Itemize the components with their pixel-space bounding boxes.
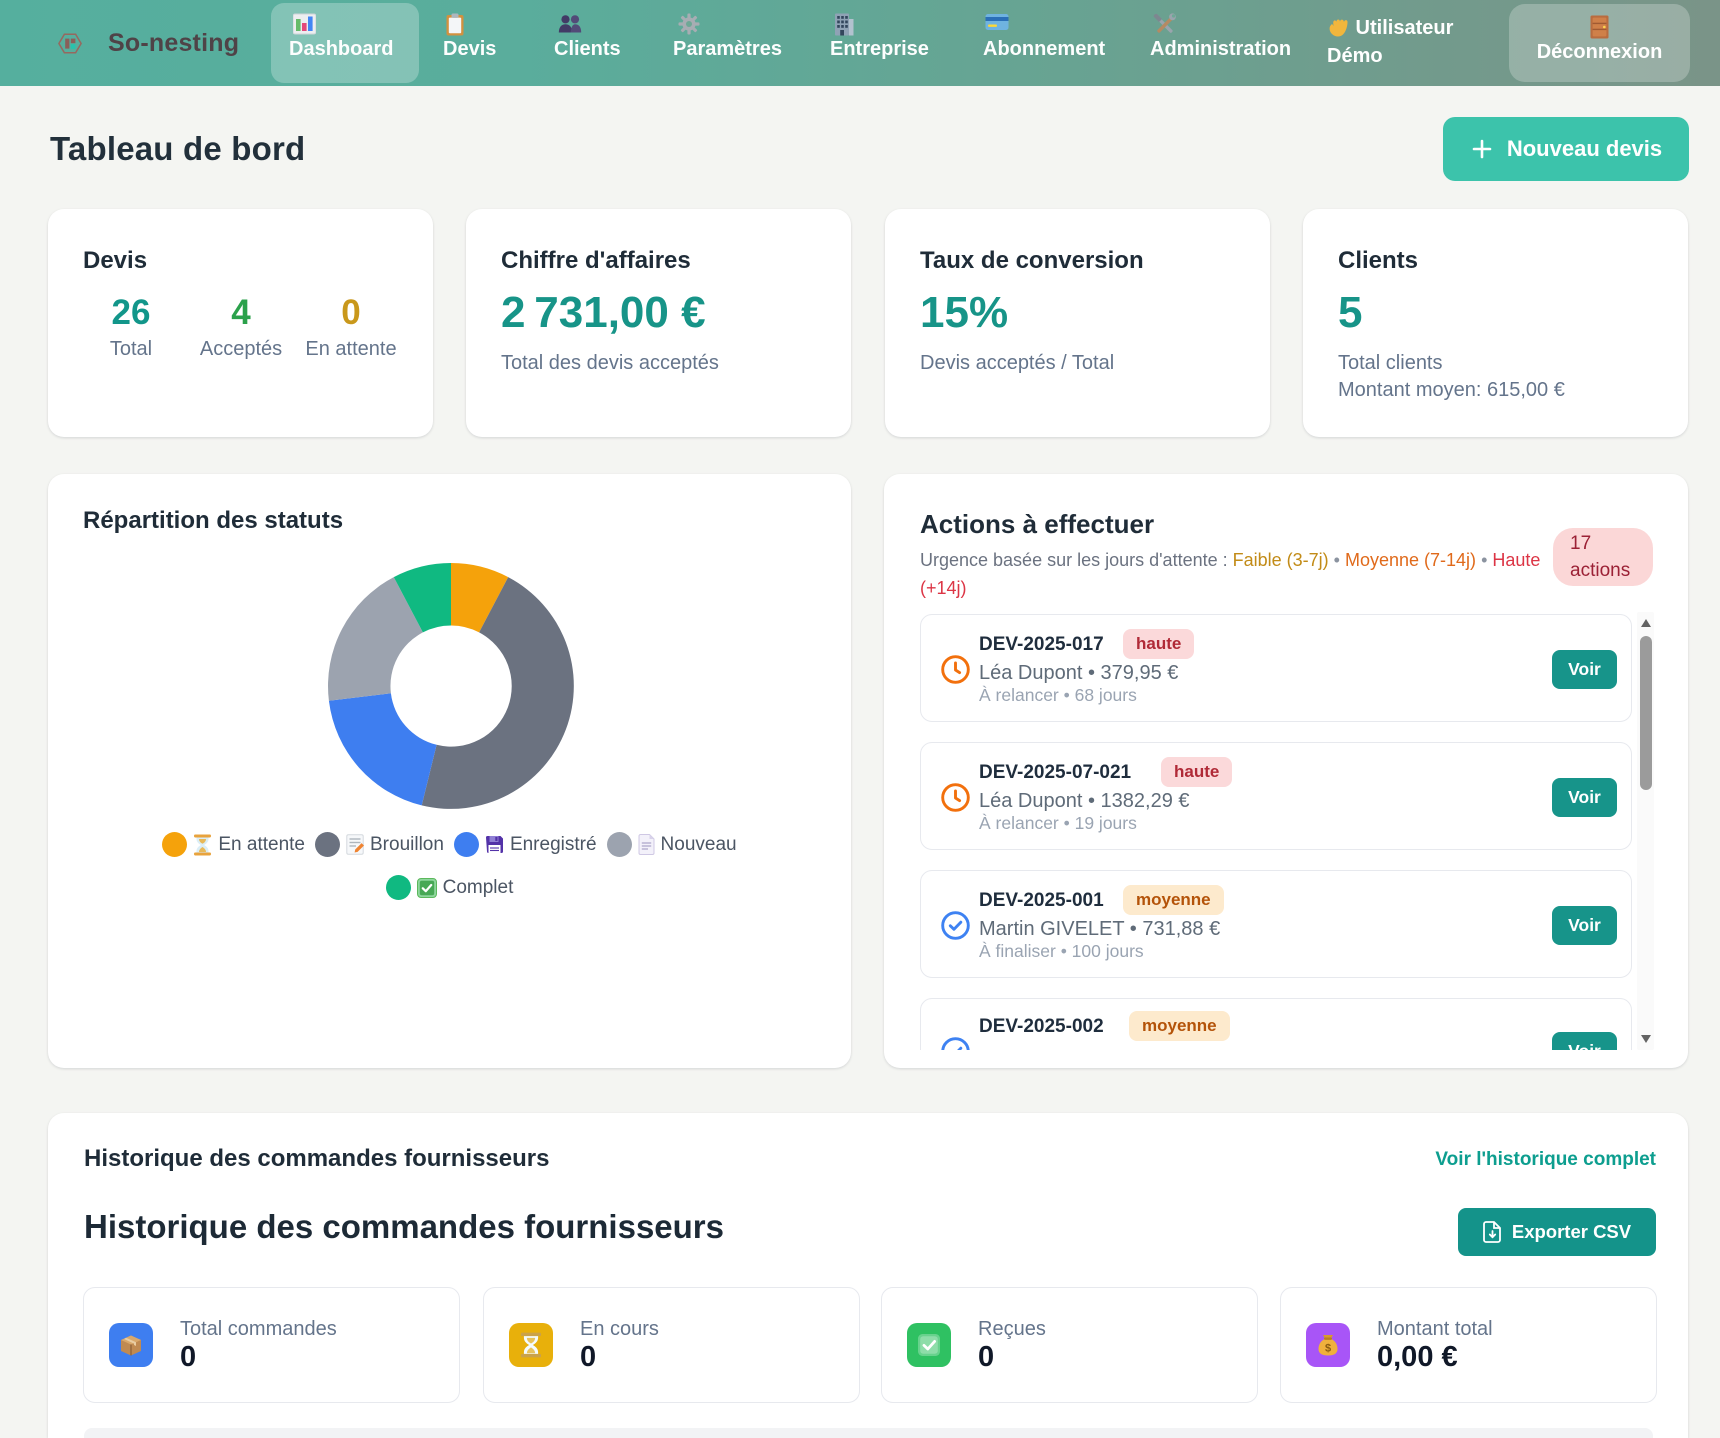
svg-text:$: $: [1325, 1343, 1331, 1355]
